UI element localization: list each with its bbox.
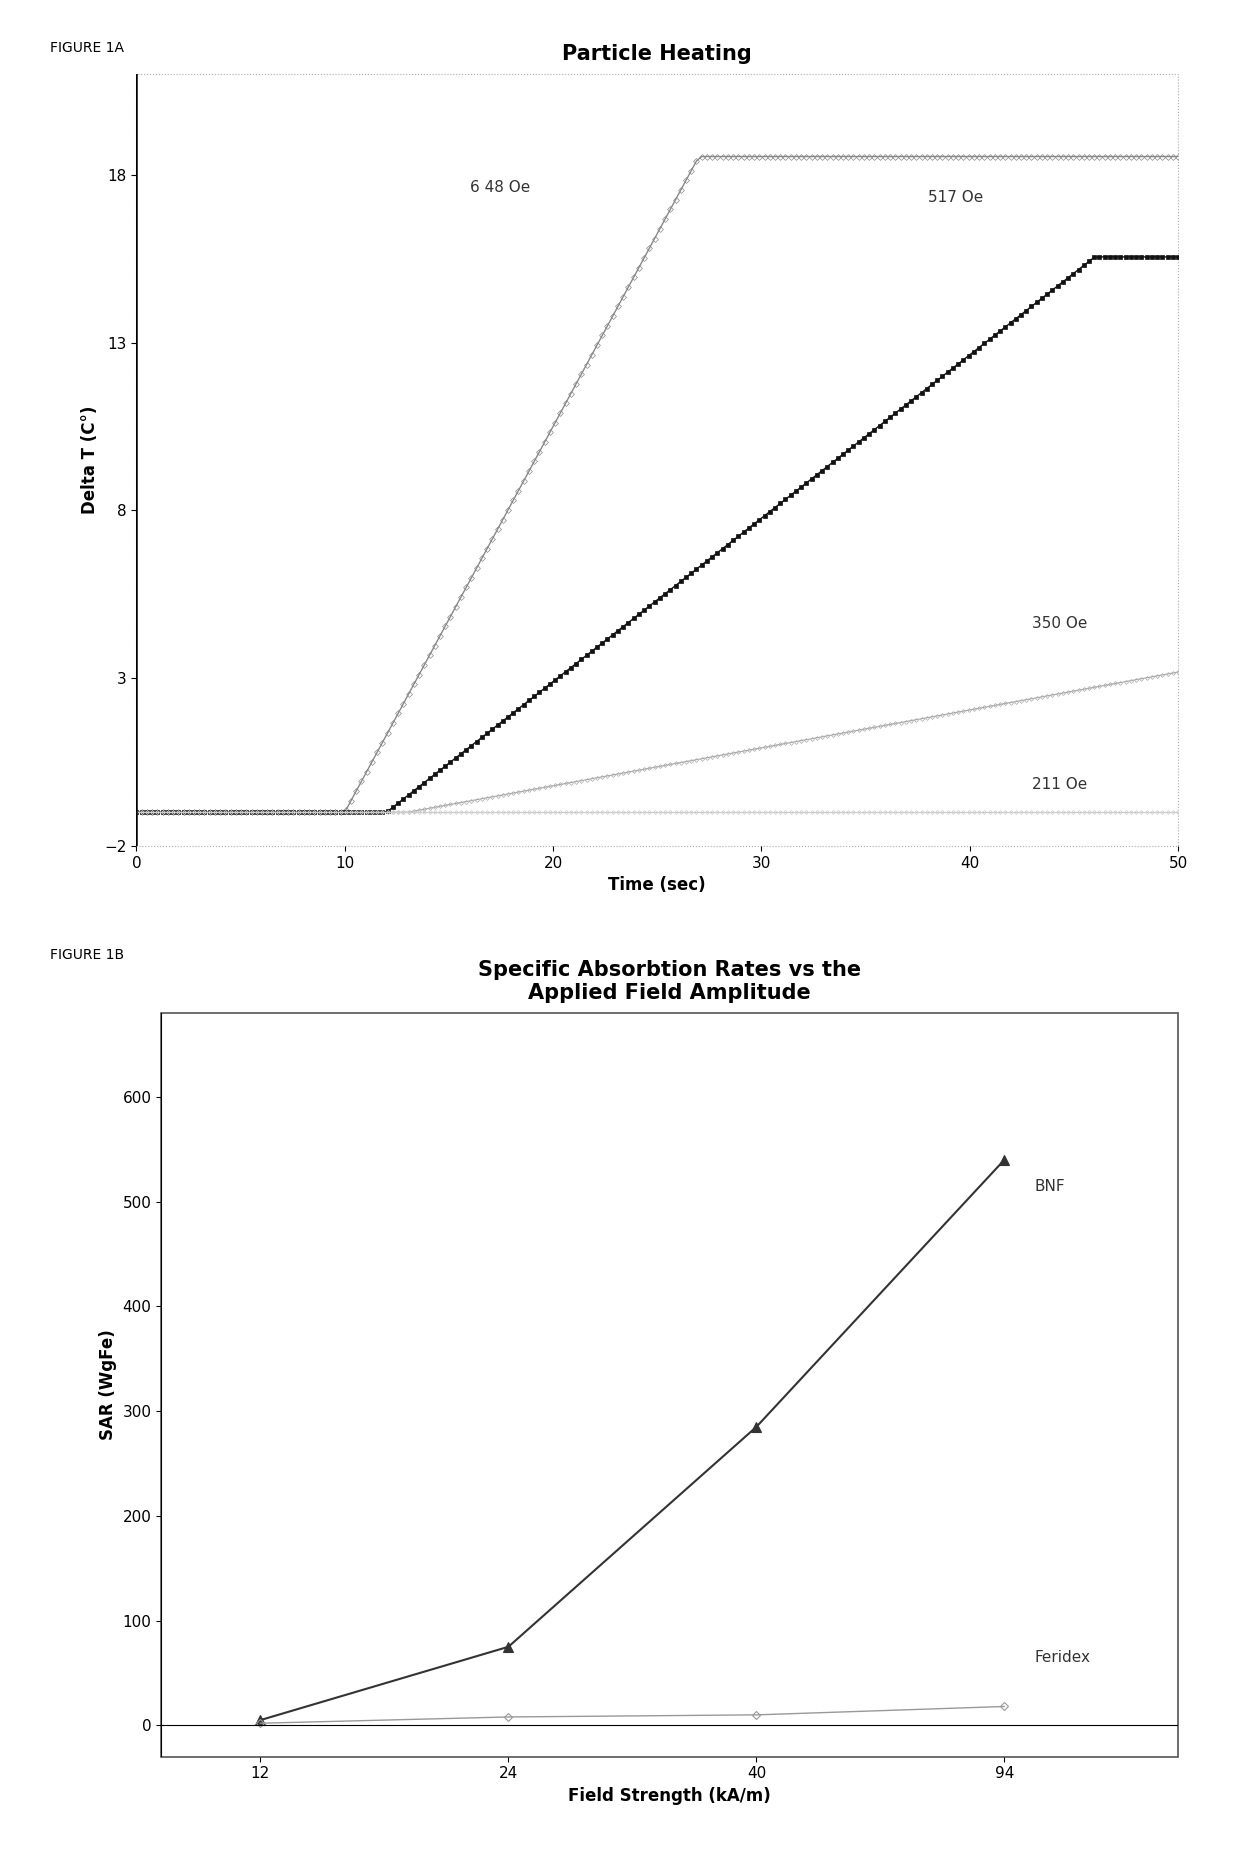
Text: 517 Oe: 517 Oe	[928, 190, 983, 204]
X-axis label: Time (sec): Time (sec)	[609, 876, 706, 894]
Text: Feridex: Feridex	[1034, 1651, 1090, 1666]
X-axis label: Field Strength (kA/m): Field Strength (kA/m)	[568, 1786, 771, 1805]
Title: Particle Heating: Particle Heating	[562, 45, 753, 65]
Title: Specific Absorbtion Rates vs the
Applied Field Amplitude: Specific Absorbtion Rates vs the Applied…	[479, 959, 861, 1004]
Bar	[136, 74, 1178, 846]
Text: 350 Oe: 350 Oe	[1032, 615, 1087, 630]
Bar	[161, 1013, 1178, 1757]
Text: 6 48 Oe: 6 48 Oe	[470, 180, 529, 195]
Text: 211 Oe: 211 Oe	[1032, 777, 1087, 792]
Text: FIGURE 1A: FIGURE 1A	[50, 41, 124, 56]
Y-axis label: SAR (WgFe): SAR (WgFe)	[99, 1329, 117, 1441]
Text: BNF: BNF	[1034, 1179, 1065, 1193]
Y-axis label: Delta T (C°): Delta T (C°)	[81, 405, 99, 515]
Text: FIGURE 1B: FIGURE 1B	[50, 948, 124, 963]
